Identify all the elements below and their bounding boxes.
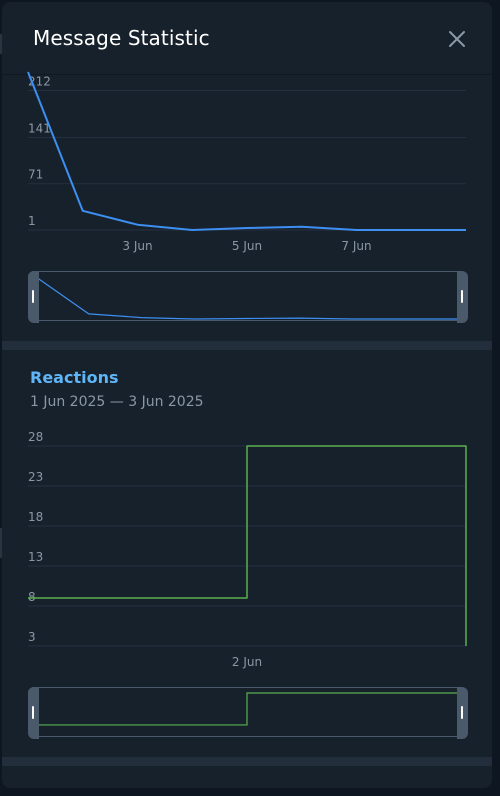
modal-title: Message Statistic [33, 26, 210, 50]
series-line [27, 71, 466, 231]
x-tick-label: 2 Jun [232, 655, 262, 669]
close-button[interactable] [442, 24, 472, 54]
y-tick-label: 3 [28, 630, 36, 644]
y-tick-label: 28 [28, 430, 43, 444]
grip-icon [461, 706, 463, 719]
x-tick-label: 5 Jun [232, 239, 262, 253]
section-divider [2, 757, 492, 766]
series-line [28, 445, 467, 646]
messages-minimap [35, 276, 458, 320]
navigator-frame [28, 687, 466, 737]
grip-icon [32, 706, 34, 719]
y-tick-label: 141 [28, 121, 51, 135]
section-divider [2, 341, 492, 350]
x-tick-label: 7 Jun [341, 239, 371, 253]
navigator-right-handle[interactable] [457, 687, 468, 739]
reactions-range-navigator[interactable] [28, 687, 468, 739]
reactions-date-range: 1 Jun 2025 — 3 Jun 2025 [30, 394, 204, 410]
modal-header: Message Statistic [2, 2, 492, 75]
y-tick-label: 8 [28, 590, 36, 604]
x-tick-label: 3 Jun [122, 239, 152, 253]
navigator-frame [28, 271, 466, 321]
y-tick-label: 23 [28, 470, 43, 484]
navigator-left-handle[interactable] [28, 271, 39, 323]
reactions-chart: 28 23 18 13 8 3 2 Jun [28, 430, 467, 669]
y-tick-label: 71 [28, 168, 43, 182]
messages-range-navigator[interactable] [28, 271, 468, 323]
y-tick-label: 18 [28, 510, 43, 524]
grip-icon [461, 290, 463, 303]
navigator-right-handle[interactable] [457, 271, 468, 323]
close-icon [449, 31, 465, 47]
minimap-line [35, 276, 458, 320]
navigator-left-handle[interactable] [28, 687, 39, 739]
message-statistic-modal: Message Statistic 212 141 71 1 3 Jun 5 Jun 7 J… [2, 2, 492, 788]
y-tick-label: 1 [28, 214, 36, 228]
reactions-title: Reactions [30, 368, 119, 387]
y-tick-label: 13 [28, 550, 43, 564]
grip-icon [32, 290, 34, 303]
